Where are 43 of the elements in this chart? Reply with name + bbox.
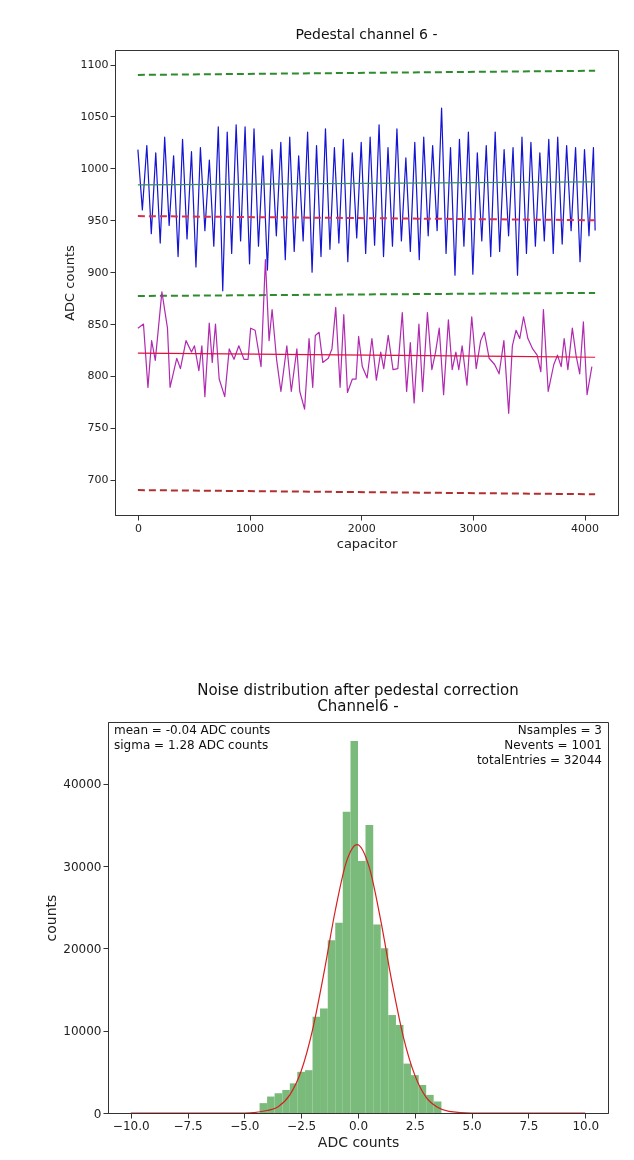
x-tick-label: 0	[134, 521, 142, 535]
line-series	[137, 259, 593, 414]
line-series	[130, 844, 586, 1113]
chart-subtitle: Channel6 -	[317, 697, 399, 715]
x-tick-label: 2000	[347, 521, 376, 535]
y-tick-label: 750	[87, 421, 109, 435]
chart-title: Noise distribution after pedestal correction	[197, 681, 519, 699]
y-tick-label: 950	[87, 213, 109, 227]
x-tick-label: 5.0	[462, 1118, 482, 1133]
annotation: Nsamples = 3	[517, 723, 602, 737]
y-tick-label: 1000	[80, 161, 109, 175]
annotation: Nevents = 1001	[504, 738, 602, 752]
annotation: mean = -0.04 ADC counts	[114, 723, 271, 737]
x-tick-label: −7.5	[173, 1118, 203, 1133]
x-tick-label: 2.5	[405, 1118, 425, 1133]
annotation: sigma = 1.28 ADC counts	[114, 738, 269, 752]
y-tick-label: 1100	[80, 58, 109, 72]
y-tick-label: 30000	[63, 859, 102, 874]
x-tick-label: 4000	[571, 521, 599, 535]
y-tick-label: 10000	[63, 1024, 102, 1039]
y-tick-label: 20000	[63, 941, 102, 956]
y-axis-title: counts	[43, 894, 60, 942]
line-series	[137, 107, 596, 292]
y-axis-title: ADC counts	[61, 244, 77, 321]
y-tick-label: 1050	[80, 109, 109, 123]
x-tick-label: 0.0	[348, 1118, 369, 1133]
y-tick-label: 0	[93, 1106, 102, 1121]
y-tick-label: 850	[87, 317, 109, 331]
x-tick-label: 1000	[236, 521, 265, 535]
annotation: totalEntries = 32044	[476, 753, 602, 767]
x-tick-label: −2.5	[287, 1118, 317, 1133]
y-tick-label: 800	[87, 369, 109, 383]
chart-title: Pedestal channel 6 -	[295, 26, 438, 42]
y-tick-label: 40000	[63, 777, 102, 792]
y-tick-label: 900	[87, 265, 109, 279]
x-tick-label: 3000	[459, 521, 488, 535]
y-tick-label: 700	[87, 473, 109, 487]
x-tick-label: −5.0	[230, 1118, 260, 1133]
x-axis-title: ADC counts	[317, 1133, 400, 1150]
x-axis-title: capacitor	[336, 535, 398, 551]
x-tick-label: −10.0	[112, 1118, 150, 1133]
x-tick-label: 7.5	[519, 1118, 539, 1133]
x-tick-label: 10.0	[572, 1118, 600, 1133]
